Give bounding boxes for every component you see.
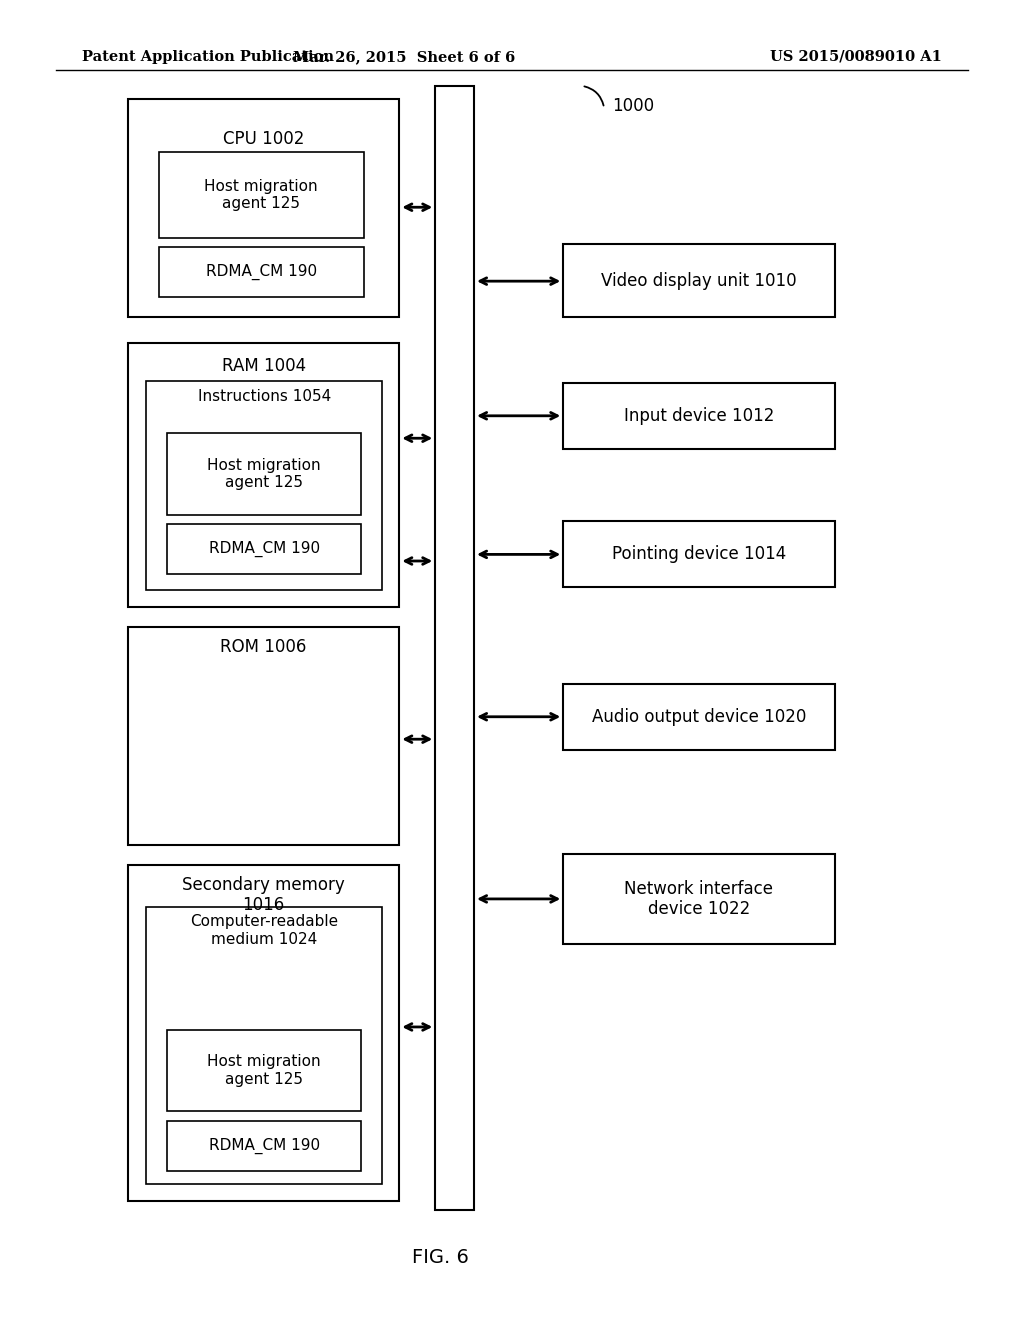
FancyBboxPatch shape (146, 907, 382, 1184)
FancyBboxPatch shape (167, 1121, 361, 1171)
Text: FIG. 6: FIG. 6 (412, 1249, 469, 1267)
FancyBboxPatch shape (563, 854, 835, 944)
Text: Video display unit 1010: Video display unit 1010 (601, 272, 797, 289)
Text: US 2015/0089010 A1: US 2015/0089010 A1 (770, 50, 942, 63)
FancyBboxPatch shape (167, 433, 361, 515)
FancyBboxPatch shape (128, 865, 399, 1201)
FancyBboxPatch shape (167, 524, 361, 574)
Text: Host migration
agent 125: Host migration agent 125 (208, 458, 321, 490)
Text: RDMA_CM 190: RDMA_CM 190 (209, 541, 319, 557)
Text: Computer-readable
medium 1024: Computer-readable medium 1024 (190, 915, 338, 946)
Text: Audio output device 1020: Audio output device 1020 (592, 708, 806, 726)
Text: Instructions 1054: Instructions 1054 (198, 388, 331, 404)
FancyBboxPatch shape (167, 1030, 361, 1111)
Text: RDMA_CM 190: RDMA_CM 190 (209, 1138, 319, 1154)
FancyBboxPatch shape (563, 521, 835, 587)
Text: Host migration
agent 125: Host migration agent 125 (208, 1055, 321, 1086)
FancyBboxPatch shape (435, 86, 474, 1210)
Text: RAM 1004: RAM 1004 (221, 356, 306, 375)
FancyBboxPatch shape (146, 381, 382, 590)
Text: CPU 1002: CPU 1002 (223, 129, 304, 148)
Text: Pointing device 1014: Pointing device 1014 (611, 545, 786, 564)
FancyBboxPatch shape (128, 99, 399, 317)
Text: ROM 1006: ROM 1006 (220, 638, 307, 656)
Text: Host migration
agent 125: Host migration agent 125 (205, 178, 317, 211)
FancyBboxPatch shape (159, 247, 364, 297)
Text: 1000: 1000 (612, 96, 654, 115)
Text: RDMA_CM 190: RDMA_CM 190 (206, 264, 316, 280)
Text: Mar. 26, 2015  Sheet 6 of 6: Mar. 26, 2015 Sheet 6 of 6 (293, 50, 516, 63)
FancyBboxPatch shape (563, 684, 835, 750)
FancyBboxPatch shape (563, 383, 835, 449)
Text: Patent Application Publication: Patent Application Publication (82, 50, 334, 63)
Text: Input device 1012: Input device 1012 (624, 407, 774, 425)
FancyBboxPatch shape (128, 627, 399, 845)
Text: Secondary memory
1016: Secondary memory 1016 (182, 875, 345, 915)
FancyBboxPatch shape (563, 244, 835, 317)
Text: Network interface
device 1022: Network interface device 1022 (625, 879, 773, 919)
FancyBboxPatch shape (159, 152, 364, 238)
FancyBboxPatch shape (128, 343, 399, 607)
